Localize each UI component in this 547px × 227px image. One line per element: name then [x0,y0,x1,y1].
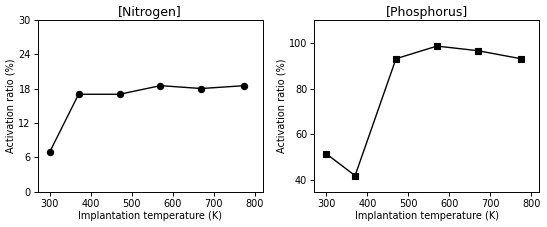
Title: [Phosphorus]: [Phosphorus] [386,5,468,19]
X-axis label: Implantation temperature (K): Implantation temperature (K) [354,211,499,222]
Title: [Nitrogen]: [Nitrogen] [118,5,182,19]
Y-axis label: Activation ratio (%): Activation ratio (%) [5,59,15,153]
X-axis label: Implantation temperature (K): Implantation temperature (K) [78,211,222,222]
Y-axis label: Activation ratio (%): Activation ratio (%) [276,59,286,153]
